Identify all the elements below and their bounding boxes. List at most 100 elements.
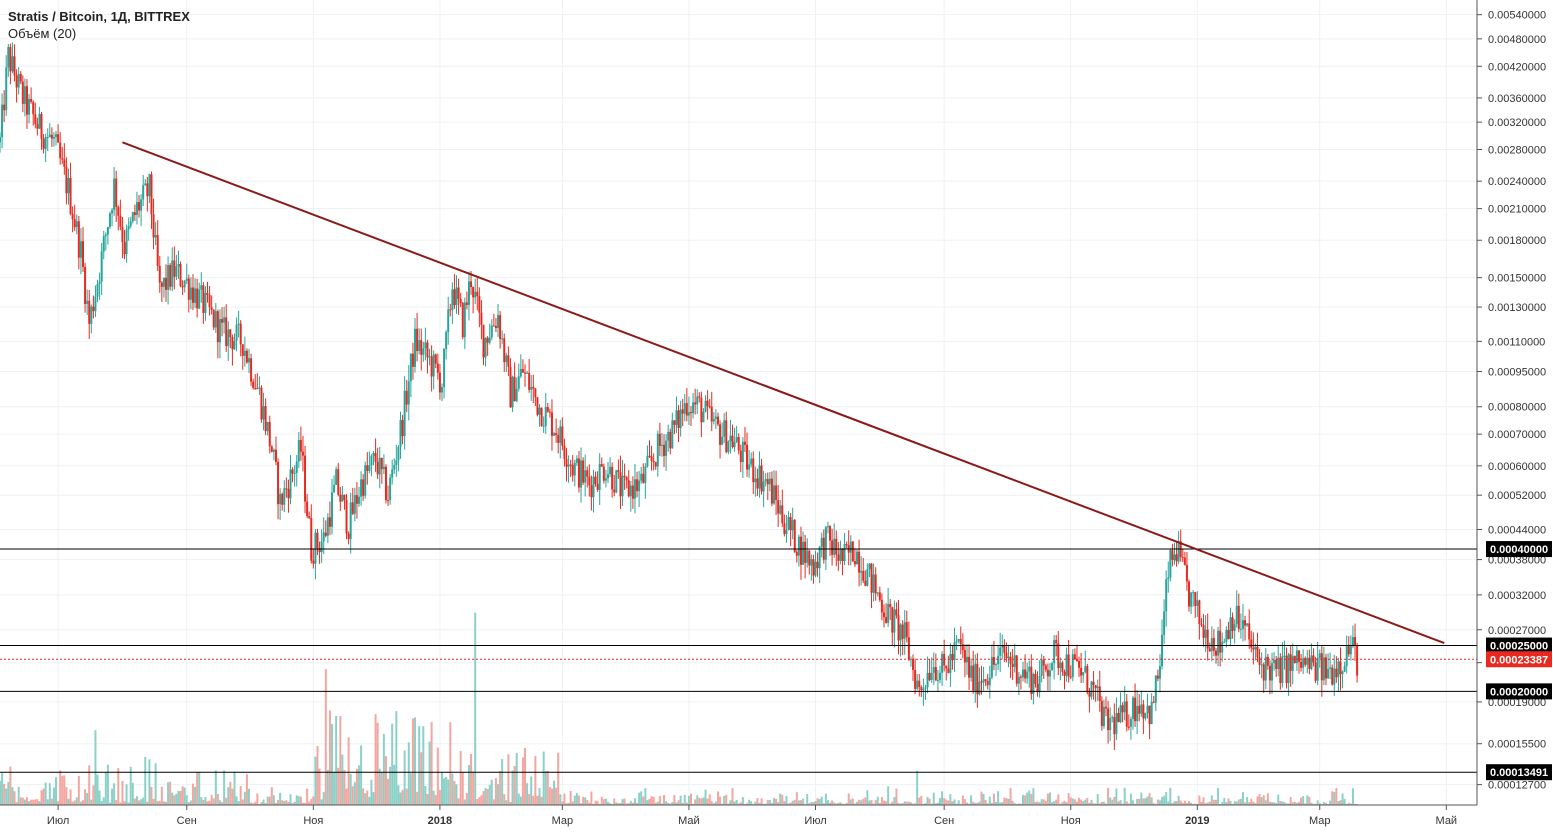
volume-bars: [0, 612, 1359, 805]
time-axis[interactable]: [0, 805, 1477, 832]
candle-body: [793, 519, 796, 552]
volume-bar: [403, 750, 406, 805]
candle-body: [1277, 657, 1280, 670]
candle-body: [318, 548, 321, 553]
candle-body: [594, 476, 597, 485]
candle-body: [1142, 704, 1145, 719]
candle-body: [387, 500, 390, 502]
candle-body: [936, 680, 939, 682]
volume-bar: [596, 801, 599, 805]
volume-bar: [499, 770, 502, 805]
candle-body: [165, 277, 168, 290]
candle-body: [1318, 653, 1321, 659]
candle-body: [990, 657, 993, 678]
volume-bar: [69, 789, 72, 805]
candle-body: [939, 672, 942, 681]
volume-bar: [1131, 800, 1134, 805]
volume-bar: [0, 780, 1, 805]
volume-bar: [663, 794, 666, 805]
candle-body: [988, 677, 991, 686]
volume-bar: [557, 752, 560, 805]
candle-body: [1148, 705, 1151, 725]
candle-body: [67, 178, 70, 194]
volume-indicator-label[interactable]: Объём (20): [8, 26, 77, 41]
candle-body: [1308, 657, 1311, 669]
volume-bar: [301, 802, 304, 805]
volume-bar: [1171, 803, 1174, 805]
volume-bar: [737, 803, 740, 805]
volume-bar: [1297, 801, 1300, 805]
volume-bar: [463, 799, 466, 805]
volume-bar: [1036, 801, 1039, 805]
volume-bar: [864, 797, 867, 805]
volume-bar: [1279, 800, 1282, 805]
volume-bar: [1055, 799, 1058, 805]
volume-bar: [696, 795, 699, 805]
candle-body: [1150, 701, 1153, 725]
candle-body: [1244, 620, 1247, 626]
candle-body: [1181, 557, 1184, 559]
candle-body: [768, 478, 771, 485]
volume-bar: [1260, 797, 1263, 805]
volume-bar: [38, 801, 41, 805]
volume-bar: [988, 796, 991, 805]
candle-body: [802, 541, 805, 565]
volume-bar: [79, 801, 82, 805]
volume-bar: [685, 802, 688, 805]
candle-body: [142, 185, 145, 200]
time-tick-label: Мар: [552, 815, 574, 827]
volume-bar: [1351, 788, 1354, 805]
candle-body: [1210, 638, 1213, 652]
volume-bar: [1105, 803, 1108, 805]
volume-bar: [308, 801, 311, 805]
volume-bar: [1271, 802, 1274, 805]
candle-body: [683, 403, 686, 414]
candle-body: [152, 214, 155, 238]
candle-body: [295, 461, 298, 473]
candle-body: [841, 548, 844, 562]
volume-bar: [1273, 802, 1276, 805]
trendline[interactable]: [122, 141, 1445, 645]
volume-bar: [212, 798, 215, 805]
volume-bar: [853, 803, 856, 805]
volume-bar: [1231, 803, 1234, 805]
volume-bar: [252, 803, 255, 805]
volume-bar: [1146, 796, 1149, 805]
candle-body: [1196, 600, 1199, 606]
volume-bar: [1256, 796, 1259, 805]
candle-body: [270, 446, 273, 452]
candle-body: [536, 397, 539, 415]
volume-bar: [380, 772, 383, 805]
volume-bar: [293, 801, 296, 805]
candle-body: [1026, 671, 1029, 679]
candle-body: [642, 473, 645, 483]
volume-bar: [480, 795, 483, 805]
candle-body: [1190, 592, 1193, 607]
candle-body: [274, 449, 277, 462]
volume-bar: [268, 796, 271, 805]
candle-body: [1237, 605, 1240, 629]
candle-body: [55, 134, 58, 137]
volume-bar: [665, 801, 668, 805]
volume-bar: [766, 800, 769, 805]
candle-body: [889, 603, 892, 608]
volume-bar: [304, 802, 307, 805]
volume-bar: [391, 723, 394, 805]
candle-body: [1329, 667, 1332, 669]
volume-bar: [1059, 803, 1062, 805]
candle-body: [858, 551, 861, 573]
candle-body: [1341, 671, 1344, 675]
candle-body: [1082, 672, 1085, 676]
volume-bar: [1210, 795, 1213, 805]
volume-bar: [1283, 802, 1286, 805]
volume-bar: [523, 748, 526, 805]
volume-bar: [167, 782, 170, 805]
candle-body: [1356, 645, 1359, 676]
volume-bar: [490, 779, 493, 805]
candle-body: [845, 544, 848, 546]
price-tick-label: 0.00540000: [1488, 10, 1546, 22]
candle-body: [492, 325, 495, 327]
volume-bar: [1044, 801, 1047, 805]
volume-bar: [1281, 801, 1284, 805]
